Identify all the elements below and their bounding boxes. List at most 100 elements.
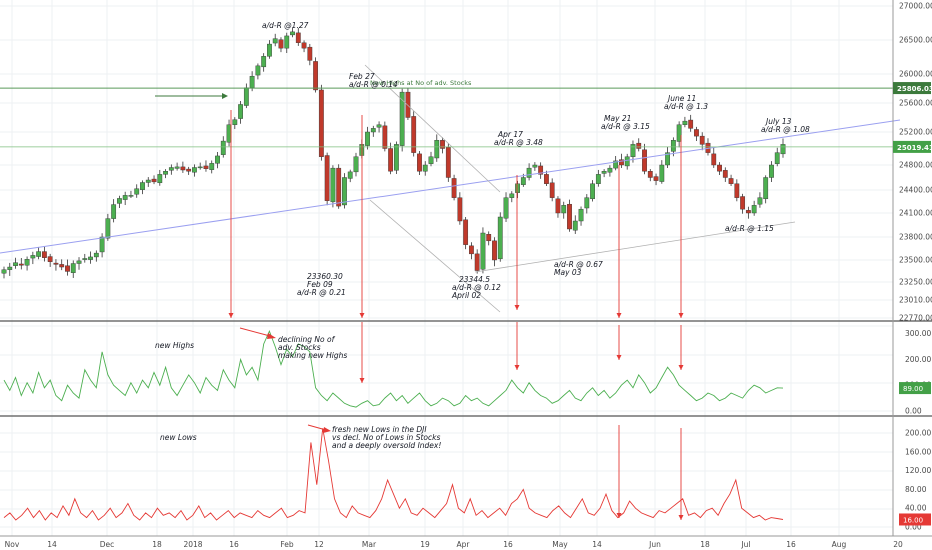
candle bbox=[584, 197, 590, 209]
x-tick-label: 14 bbox=[47, 540, 57, 549]
lows-tick-label: 200.00 bbox=[905, 429, 931, 438]
arrow-red bbox=[239, 327, 271, 337]
candle bbox=[347, 171, 353, 179]
trendline-blue bbox=[0, 119, 901, 254]
grid bbox=[0, 0, 893, 536]
candle bbox=[111, 204, 117, 219]
x-tick-label: 16 bbox=[503, 540, 513, 549]
candle bbox=[168, 167, 174, 171]
candle bbox=[151, 178, 157, 183]
new-highs-line bbox=[3, 330, 784, 408]
candle bbox=[30, 255, 36, 259]
candle bbox=[722, 170, 728, 178]
x-tick-label: Jun bbox=[648, 540, 661, 549]
price-annotation: a/d-R @ 1.3 bbox=[664, 102, 708, 111]
highs-note-line: declining No of bbox=[278, 335, 336, 344]
channel-line-upper bbox=[364, 64, 501, 193]
candle bbox=[774, 152, 780, 164]
candle bbox=[18, 263, 24, 266]
candle bbox=[249, 75, 255, 88]
candle bbox=[399, 91, 405, 146]
candle bbox=[515, 183, 520, 193]
candle bbox=[313, 61, 318, 91]
candle bbox=[180, 166, 186, 171]
candle bbox=[393, 144, 399, 171]
candle bbox=[578, 208, 584, 222]
x-tick-label: Feb bbox=[280, 540, 294, 549]
candle bbox=[630, 144, 636, 157]
candle bbox=[330, 167, 336, 203]
candle bbox=[486, 233, 492, 242]
price-annotation: a/d-R @ 3.48 bbox=[494, 138, 543, 147]
candle bbox=[520, 177, 526, 185]
candle bbox=[659, 164, 665, 182]
candle bbox=[117, 198, 122, 204]
candle bbox=[642, 149, 647, 172]
candle bbox=[203, 165, 209, 169]
candle bbox=[417, 153, 422, 172]
candle bbox=[647, 171, 653, 178]
price-annotation: 23344.5 bbox=[459, 275, 490, 284]
candle bbox=[665, 152, 670, 166]
price-annotation: 23360.30 bbox=[307, 272, 343, 281]
candle bbox=[122, 195, 128, 200]
price-tick-label: 23010.00 bbox=[899, 296, 932, 305]
highs-tick-label: 0.00 bbox=[905, 407, 922, 416]
highs-tick-label: 200.00 bbox=[905, 355, 931, 364]
arrow-red-head bbox=[323, 427, 331, 433]
candle bbox=[711, 153, 717, 166]
candle bbox=[353, 156, 359, 173]
candle bbox=[607, 167, 613, 173]
vertical-arrow-head bbox=[359, 378, 365, 383]
candle bbox=[238, 104, 243, 119]
candle bbox=[717, 164, 722, 172]
x-tick-label: Jul bbox=[740, 540, 750, 549]
highs-note-line: adv. Stocks bbox=[278, 343, 321, 352]
price-annotation: June 11 bbox=[666, 94, 696, 103]
vertical-arrow-head bbox=[616, 313, 622, 318]
candle bbox=[619, 159, 624, 166]
highs-last-bg bbox=[899, 382, 931, 395]
lows-tick-label: 80.00 bbox=[905, 485, 927, 494]
candle bbox=[134, 188, 140, 195]
vertical-arrow-head bbox=[678, 365, 684, 370]
price-annotation: a/d-R @ 3.15 bbox=[601, 122, 650, 131]
x-tick-label: Mar bbox=[362, 540, 377, 549]
x-tick-label: 18 bbox=[700, 540, 710, 549]
candle bbox=[613, 160, 619, 169]
candle bbox=[88, 256, 93, 260]
candle bbox=[567, 203, 572, 230]
candle bbox=[128, 195, 134, 197]
last-price-tag-bg bbox=[893, 140, 931, 153]
new-highs-label: new Highs bbox=[155, 341, 194, 350]
candle bbox=[434, 140, 440, 159]
x-tick-label: 2018 bbox=[183, 540, 202, 549]
x-tick-label: 14 bbox=[592, 540, 602, 549]
lows-last-bg bbox=[899, 513, 931, 526]
candle bbox=[757, 197, 763, 205]
price-annotation: a/d-R @ 0.67 bbox=[554, 260, 603, 269]
candle bbox=[99, 236, 105, 253]
arrow-red-head bbox=[267, 333, 276, 339]
candle bbox=[492, 240, 497, 261]
candle bbox=[324, 155, 330, 201]
price-tick-label: 24100.00 bbox=[899, 209, 932, 218]
price-tick-label: 24400.00 bbox=[899, 186, 932, 195]
price-annotation: Feb 09 bbox=[307, 280, 333, 289]
candle bbox=[763, 177, 769, 200]
candle bbox=[497, 216, 503, 260]
candle bbox=[734, 183, 740, 198]
candle bbox=[36, 251, 42, 257]
x-tick-label: 12 bbox=[314, 540, 324, 549]
candle bbox=[624, 156, 630, 167]
new-lows-label: new Lows bbox=[160, 433, 197, 442]
candle bbox=[503, 197, 509, 219]
candle bbox=[53, 262, 59, 265]
candle bbox=[780, 144, 786, 155]
x-tick-label: Dec bbox=[100, 540, 115, 549]
candle bbox=[290, 31, 295, 36]
candle bbox=[595, 174, 601, 184]
candle bbox=[751, 205, 757, 214]
lows-tick-label: 120.00 bbox=[905, 466, 931, 475]
